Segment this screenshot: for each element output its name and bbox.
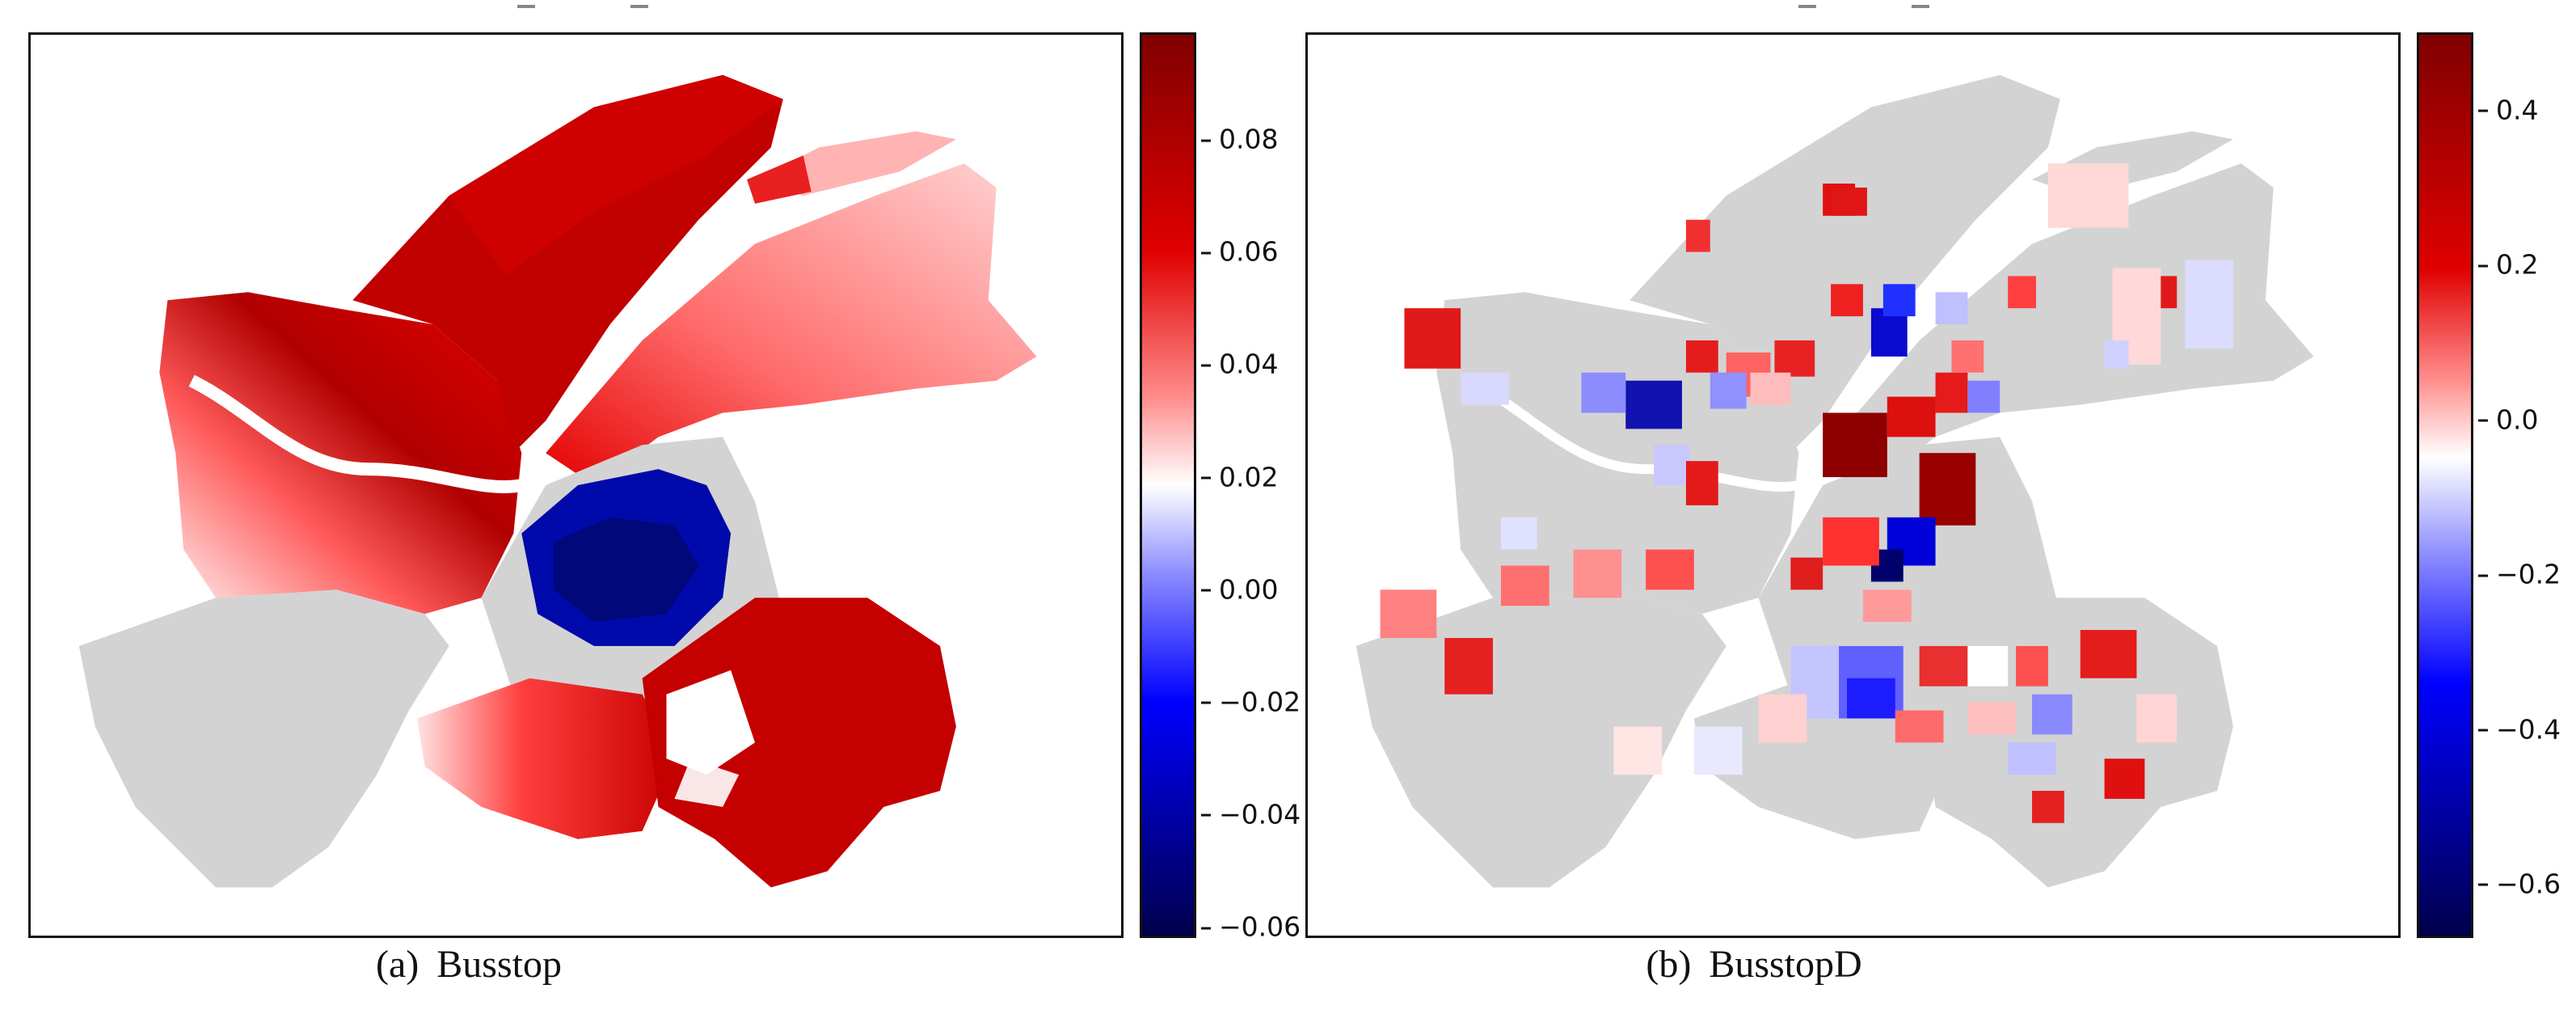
- caption-a: (a) Busstop: [376, 942, 562, 987]
- colorbar-tick-label: −0.2: [2477, 558, 2561, 590]
- colorbar-tick-label: 0.06: [1200, 235, 1279, 268]
- map-panel-a[interactable]: [28, 32, 1124, 938]
- colorbar-tick-label: 0.2: [2477, 248, 2539, 281]
- colorbar-a: [1140, 32, 1196, 938]
- colorbar-tick-label: 0.04: [1200, 348, 1279, 380]
- title-fragment: [517, 5, 535, 8]
- caption-a-label: Busstop: [436, 943, 562, 986]
- region-east-bank: [546, 163, 1037, 485]
- colorbar-tick-label: −0.4: [2477, 713, 2561, 746]
- title-fragment: [1798, 5, 1816, 8]
- map-a-canvas: [78, 74, 1037, 888]
- colorbar-tick-label: −0.06: [1200, 911, 1301, 943]
- caption-b: (b) BusstopD: [1646, 942, 1861, 987]
- colorbar-tick-label: 0.00: [1200, 573, 1279, 606]
- map-b-canvas: [1355, 74, 2314, 888]
- colorbar-tick-label: −0.6: [2477, 868, 2561, 900]
- map-b-cells: [1380, 163, 2233, 823]
- colorbar-tick-label: −0.02: [1200, 686, 1301, 718]
- region-northwest: [159, 292, 522, 615]
- colorbar-tick-label: −0.04: [1200, 798, 1301, 830]
- caption-a-tag: (a): [376, 943, 419, 986]
- caption-b-tag: (b): [1646, 943, 1692, 986]
- colorbar-tick-label: 0.0: [2477, 404, 2539, 436]
- title-fragment: [1912, 5, 1929, 8]
- region-southwest: [416, 678, 675, 839]
- colorbar-tick-label: 0.08: [1200, 123, 1279, 155]
- colorbar-b: [2417, 32, 2473, 938]
- colorbar-tick-label: 0.4: [2477, 94, 2539, 126]
- colorbar-tick-label: 0.02: [1200, 461, 1279, 493]
- region-west: [78, 590, 449, 888]
- map-panel-b[interactable]: [1305, 32, 2401, 938]
- river: [188, 374, 523, 493]
- title-fragment: [630, 5, 648, 8]
- region-southeast: [642, 598, 956, 888]
- caption-b-label: BusstopD: [1709, 943, 1862, 986]
